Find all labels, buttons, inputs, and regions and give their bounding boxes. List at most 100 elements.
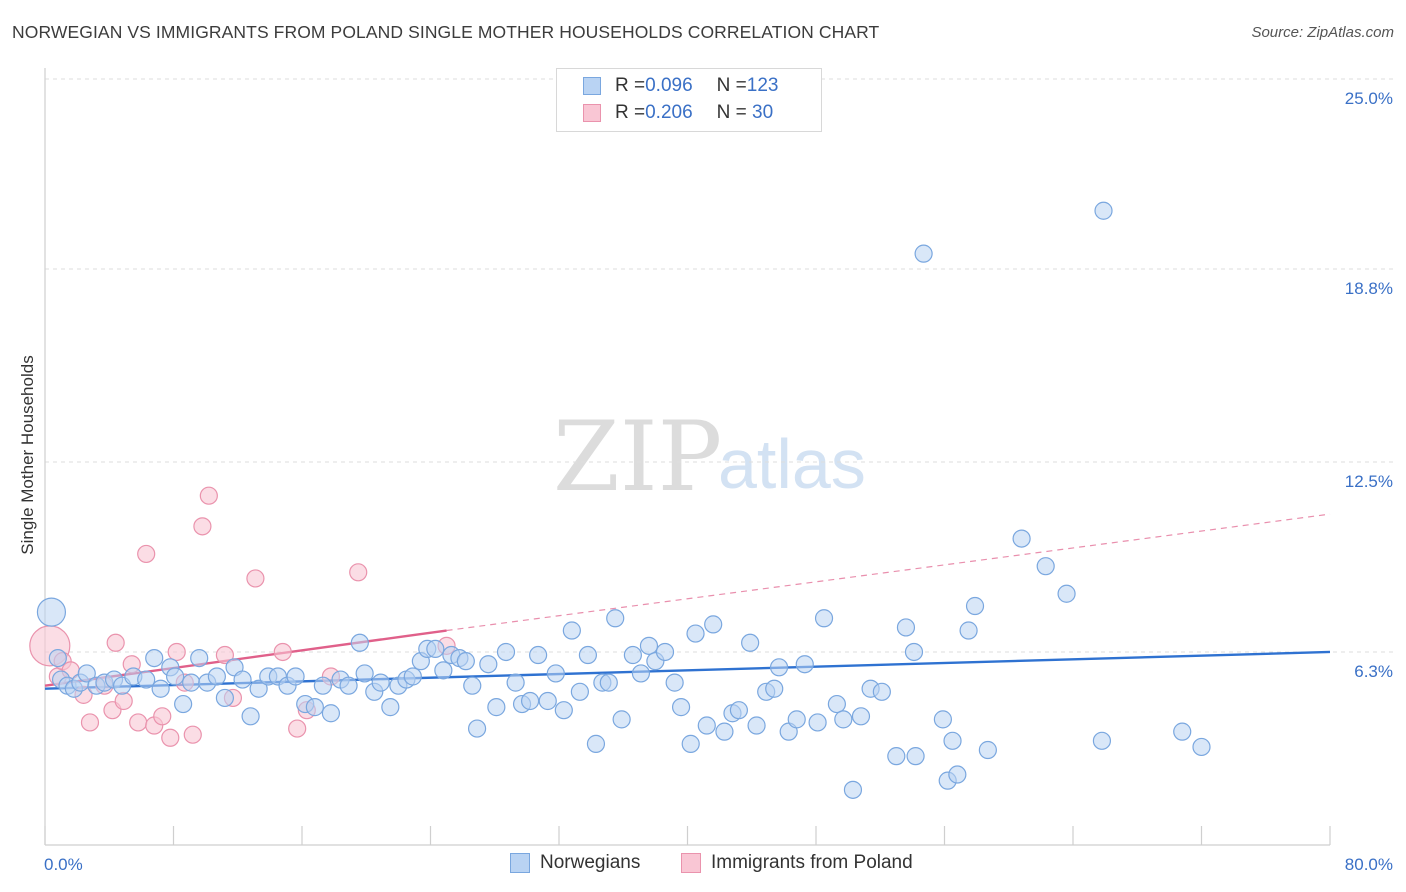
data-point-norwegians	[586, 734, 606, 753]
data-point-norwegians	[697, 716, 716, 735]
bottom-legend-label: Norwegians	[540, 852, 641, 873]
data-point-norwegians	[1036, 557, 1055, 576]
data-point-norwegians	[606, 609, 625, 628]
data-point-norwegians	[381, 698, 400, 717]
data-point-norwegians	[506, 673, 525, 692]
data-point-poland	[246, 569, 265, 588]
data-point-norwegians	[339, 676, 358, 695]
data-point-norwegians	[612, 710, 631, 729]
data-point-norwegians	[715, 722, 734, 741]
data-point-norwegians	[207, 667, 226, 686]
legend: R = 0.096 N = 123 R = 0.206 N = 30	[556, 68, 822, 132]
data-point-norwegians	[1057, 584, 1076, 603]
chart-title: NORWEGIAN VS IMMIGRANTS FROM POLAND SING…	[12, 22, 880, 42]
data-point-poland	[167, 642, 186, 662]
data-point-poland	[183, 725, 202, 744]
data-point-norwegians	[174, 694, 193, 714]
x-tick-label: 80.0%	[1345, 855, 1393, 874]
data-point-poland	[193, 517, 212, 536]
data-point-norwegians	[671, 698, 691, 717]
data-point-norwegians	[241, 707, 260, 726]
data-point-norwegians	[562, 621, 581, 640]
data-point-poland	[106, 633, 125, 652]
data-point-norwegians	[36, 597, 67, 627]
watermark-zip: ZIP	[553, 401, 722, 513]
data-point-poland	[199, 486, 218, 505]
legend-row-poland: R = 0.206 N = 30	[583, 101, 773, 125]
data-point-poland	[273, 642, 292, 662]
data-point-norwegians	[896, 618, 916, 637]
data-point-norwegians	[479, 655, 498, 674]
data-point-norwegians	[827, 694, 846, 714]
data-point-norwegians	[872, 682, 891, 701]
data-point-norwegians	[769, 658, 789, 677]
data-point-norwegians	[137, 670, 156, 689]
data-point-poland	[80, 713, 100, 732]
source-label: Source: ZipAtlas.com	[1251, 24, 1394, 41]
data-point-norwegians	[729, 701, 749, 720]
data-point-norwegians	[496, 642, 516, 662]
data-point-norwegians	[350, 633, 369, 652]
data-point-norwegians	[487, 698, 506, 717]
data-point-poland	[161, 728, 180, 747]
watermark: ZIP atlas	[553, 401, 866, 513]
legend-n-value: 30	[746, 102, 774, 123]
legend-r-label: R =	[615, 102, 646, 123]
data-point-norwegians	[655, 642, 675, 662]
y-tick-label: 18.8%	[1345, 279, 1393, 298]
data-point-norwegians	[631, 664, 651, 683]
data-point-norwegians	[1192, 737, 1211, 757]
data-point-norwegians	[978, 740, 997, 760]
data-point-poland	[349, 563, 368, 582]
data-point-poland	[129, 713, 148, 732]
data-point-norwegians	[851, 707, 871, 726]
data-point-norwegians	[166, 667, 185, 686]
legend-row-norwegians: R = 0.096 N = 123	[583, 74, 778, 98]
data-point-norwegians	[520, 691, 540, 711]
data-point-norwegians	[578, 645, 598, 665]
y-tick-label: 6.3%	[1354, 662, 1393, 681]
legend-r-value: 0.206	[645, 102, 693, 123]
data-point-norwegians	[355, 664, 374, 683]
data-point-norwegians	[765, 679, 784, 698]
data-point-norwegians	[906, 747, 925, 766]
data-point-norwegians	[1092, 731, 1112, 750]
series-norwegians	[36, 201, 1211, 799]
gridlines	[45, 78, 1393, 653]
bottom-legend-swatch-blue	[510, 853, 530, 873]
bottom-legend-swatch-pink	[681, 853, 701, 873]
legend-swatch-blue	[583, 77, 601, 95]
data-point-norwegians	[904, 642, 924, 662]
data-point-norwegians	[1012, 529, 1031, 548]
data-point-poland	[137, 544, 156, 564]
data-point-norwegians	[151, 679, 170, 698]
y-tick-label: 25.0%	[1345, 89, 1393, 108]
bottom-legend-label: Immigrants from Poland	[711, 852, 913, 873]
data-point-norwegians	[426, 639, 445, 659]
data-point-norwegians	[286, 667, 305, 686]
data-point-norwegians	[182, 673, 201, 692]
data-point-norwegians	[787, 710, 806, 729]
data-point-norwegians	[570, 682, 589, 701]
data-point-norwegians	[233, 670, 252, 689]
data-point-norwegians	[215, 688, 234, 708]
data-point-norwegians	[959, 621, 978, 640]
y-tick-label: 12.5%	[1345, 472, 1393, 491]
data-point-poland	[288, 719, 307, 738]
data-point-norwegians	[77, 664, 96, 683]
data-point-norwegians	[1173, 722, 1192, 741]
legend-r-value: 0.096	[645, 75, 693, 96]
data-point-norwegians	[467, 719, 487, 738]
data-point-norwegians	[371, 673, 390, 692]
legend-n-label: N =	[716, 102, 747, 123]
data-point-norwegians	[145, 648, 164, 668]
data-point-norwegians	[747, 716, 766, 735]
data-point-norwegians	[529, 645, 548, 665]
data-point-norwegians	[887, 747, 906, 766]
data-point-norwegians	[599, 673, 618, 692]
watermark-atlas: atlas	[718, 425, 866, 503]
legend-swatch-pink	[583, 104, 601, 122]
data-point-norwegians	[546, 664, 565, 683]
data-point-poland	[215, 645, 234, 665]
